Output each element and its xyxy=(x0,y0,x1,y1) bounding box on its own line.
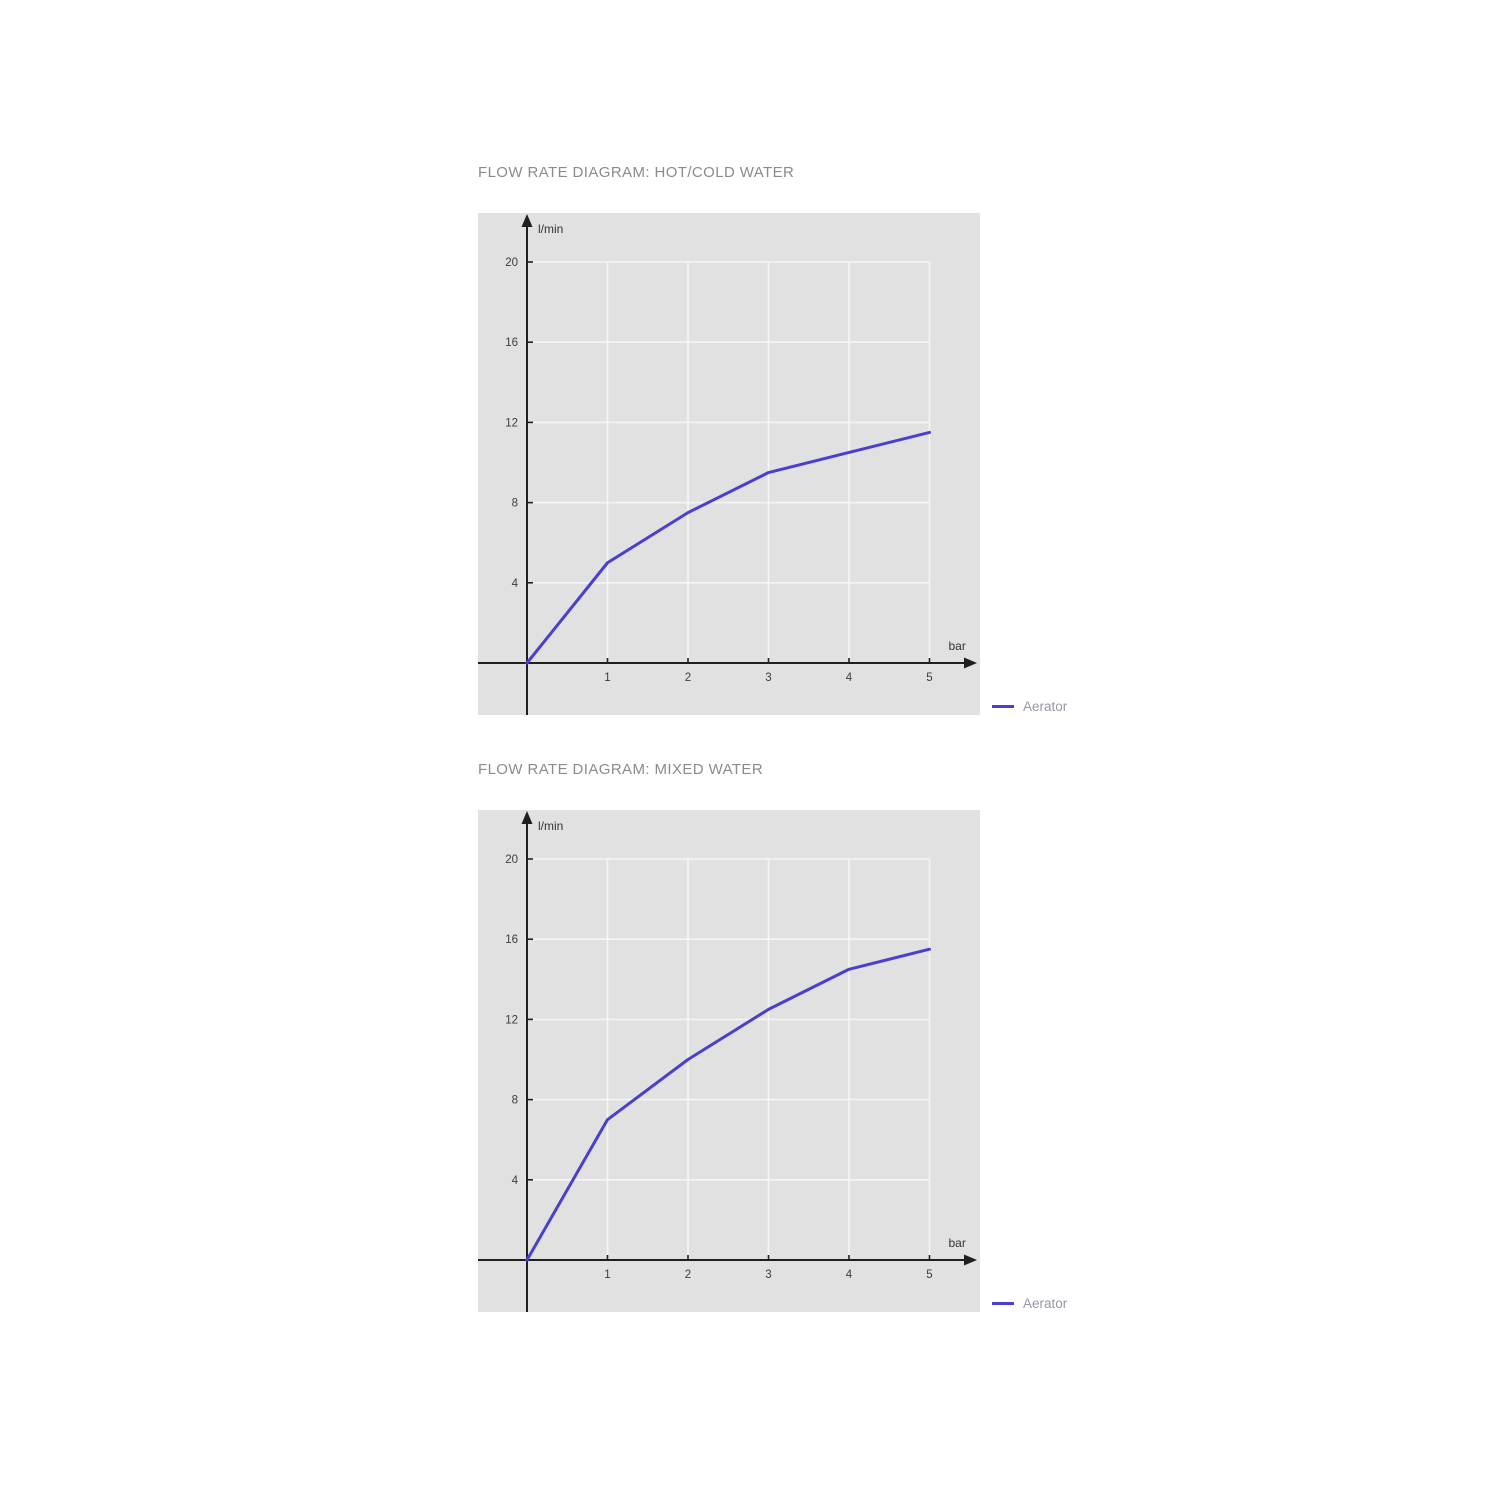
svg-text:8: 8 xyxy=(512,1095,518,1107)
svg-text:20: 20 xyxy=(505,257,518,269)
tick-marks xyxy=(526,858,931,1261)
svg-text:12: 12 xyxy=(505,1014,518,1026)
chart-panel-hot-cold: 4 8 12 16 20 1 2 3 4 5 l/min bar xyxy=(478,213,980,715)
y-axis-unit-label: l/min xyxy=(538,222,563,236)
svg-text:5: 5 xyxy=(926,672,932,684)
chart-title-hot-cold: FLOW RATE DIAGRAM: HOT/COLD WATER xyxy=(478,164,795,181)
x-axis-unit-label: bar xyxy=(949,1236,966,1250)
svg-text:5: 5 xyxy=(926,1269,932,1281)
y-axis-arrow xyxy=(521,214,533,227)
aerator-flow-line xyxy=(525,947,931,1262)
legend-label: Aerator xyxy=(1023,1295,1068,1311)
svg-text:2: 2 xyxy=(685,672,691,684)
svg-text:3: 3 xyxy=(765,1269,771,1281)
chart-panel-mixed: 4 8 12 16 20 1 2 3 4 5 l/min bar xyxy=(478,810,980,1312)
svg-text:12: 12 xyxy=(505,417,518,429)
y-axis-arrow xyxy=(521,811,533,824)
tick-marks xyxy=(526,261,931,664)
svg-text:4: 4 xyxy=(512,1175,519,1187)
x-axis-arrow xyxy=(964,657,977,669)
svg-text:16: 16 xyxy=(505,934,518,946)
axes xyxy=(478,226,965,715)
x-axis-arrow xyxy=(964,1254,977,1266)
legend-hot-cold: Aerator xyxy=(992,697,1067,715)
aerator-flow-line xyxy=(525,430,931,665)
svg-text:20: 20 xyxy=(505,854,518,866)
svg-text:2: 2 xyxy=(685,1269,691,1281)
legend-line-swatch xyxy=(992,704,1014,708)
svg-text:1: 1 xyxy=(604,672,610,684)
axes xyxy=(478,823,965,1312)
y-axis-unit-label: l/min xyxy=(538,819,563,833)
legend-line-swatch xyxy=(992,1301,1014,1305)
svg-text:4: 4 xyxy=(846,672,853,684)
svg-text:8: 8 xyxy=(512,498,518,510)
legend-label: Aerator xyxy=(1023,698,1068,714)
svg-text:4: 4 xyxy=(846,1269,853,1281)
svg-text:3: 3 xyxy=(765,672,771,684)
legend-mixed: Aerator xyxy=(992,1294,1067,1312)
svg-text:1: 1 xyxy=(604,1269,610,1281)
grid xyxy=(527,858,931,1260)
x-axis-unit-label: bar xyxy=(949,639,966,653)
chart-title-mixed: FLOW RATE DIAGRAM: MIXED WATER xyxy=(478,761,764,778)
svg-text:16: 16 xyxy=(505,337,518,349)
svg-text:4: 4 xyxy=(512,578,519,590)
grid xyxy=(527,261,931,663)
